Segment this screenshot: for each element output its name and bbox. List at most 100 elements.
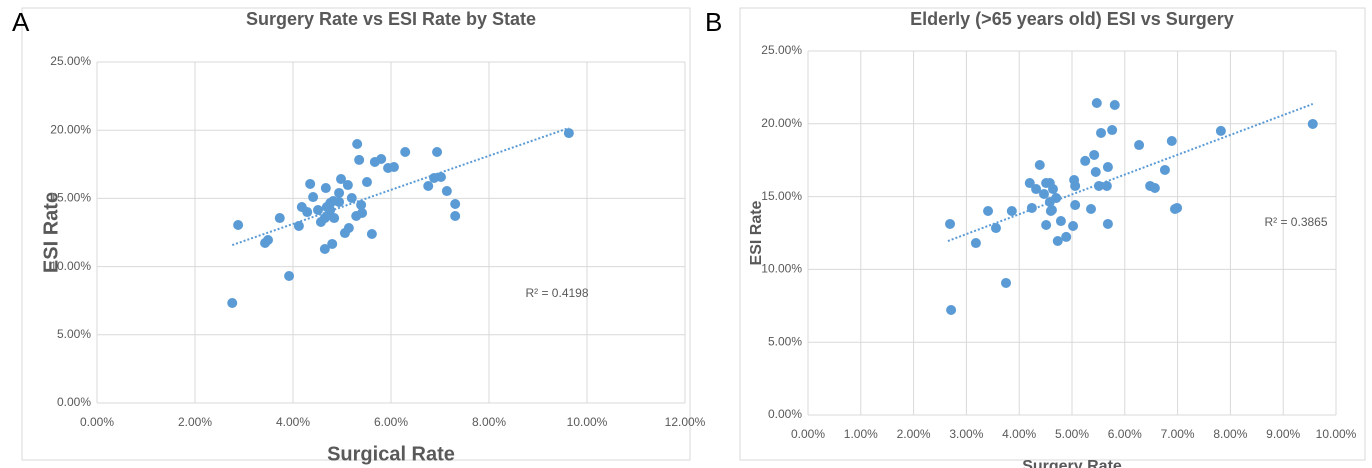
chart-border <box>739 7 1366 461</box>
point <box>1055 216 1066 227</box>
point <box>1134 140 1145 151</box>
x-tick-label: 6.00% <box>374 415 408 429</box>
x-axis-label: Surgery Rate <box>1022 458 1122 468</box>
point <box>423 180 434 191</box>
point <box>1046 204 1057 215</box>
point <box>1031 184 1042 195</box>
point <box>305 178 316 189</box>
point <box>361 177 372 188</box>
point <box>320 183 331 194</box>
point <box>563 128 574 139</box>
point <box>1172 202 1183 213</box>
point <box>1102 218 1113 229</box>
panel-label: B <box>705 7 722 37</box>
x-tick-label: 7.00% <box>1161 427 1195 441</box>
annotation: R² = 0.3865 <box>1264 215 1327 229</box>
x-tick-label: 8.00% <box>472 415 506 429</box>
x-tick-label: 10.00% <box>1316 427 1357 441</box>
point <box>334 196 345 207</box>
point <box>319 244 330 255</box>
point <box>946 305 957 316</box>
chart-title: Surgery Rate vs ESI Rate by State <box>246 9 536 29</box>
point <box>1149 183 1160 194</box>
point <box>1307 118 1318 129</box>
point <box>343 222 354 233</box>
point <box>1052 236 1063 247</box>
point <box>1109 100 1120 111</box>
point <box>312 204 323 215</box>
point <box>388 162 399 173</box>
y-tick-label: 25.00% <box>761 43 802 57</box>
point <box>1096 127 1107 138</box>
point <box>1091 97 1102 108</box>
trendline <box>947 103 1314 242</box>
x-tick-label: 9.00% <box>1266 427 1300 441</box>
point <box>1051 193 1062 204</box>
point <box>1090 166 1101 177</box>
point <box>1159 164 1170 175</box>
chart-title: Elderly (>65 years old) ESI vs Surgery <box>910 9 1234 29</box>
point <box>357 207 368 218</box>
point <box>293 220 304 231</box>
point <box>970 238 981 249</box>
y-tick-label: 0.00% <box>768 407 802 421</box>
point <box>400 147 411 158</box>
y-tick-label: 5.00% <box>768 334 802 348</box>
point <box>1102 162 1113 173</box>
point <box>990 223 1001 234</box>
point <box>1089 149 1100 160</box>
point <box>274 213 285 224</box>
point <box>336 174 347 185</box>
point <box>376 153 387 164</box>
point <box>435 171 446 182</box>
point <box>284 271 295 282</box>
point <box>1070 200 1081 211</box>
x-tick-label: 8.00% <box>1213 427 1247 441</box>
point <box>366 229 377 240</box>
point <box>450 198 461 209</box>
point <box>1047 184 1058 195</box>
point <box>945 218 956 229</box>
y-tick-label: 10.00% <box>761 262 802 276</box>
y-tick-label: 20.00% <box>50 122 91 136</box>
x-tick-label: 0.00% <box>791 427 825 441</box>
point <box>450 210 461 221</box>
point <box>1001 277 1011 288</box>
y-tick-label: 15.00% <box>50 191 91 205</box>
point <box>1068 221 1079 232</box>
point <box>1026 202 1037 213</box>
point <box>329 213 340 224</box>
point <box>334 187 345 198</box>
point <box>1080 155 1091 166</box>
point <box>1107 125 1118 136</box>
point <box>1039 188 1050 199</box>
annotation: R² = 0.4198 <box>525 286 588 300</box>
point <box>1061 231 1072 242</box>
panel-label: A <box>12 7 30 37</box>
x-tick-label: 12.00% <box>665 415 706 429</box>
point <box>1101 180 1112 191</box>
point <box>441 186 452 197</box>
point <box>1070 180 1081 191</box>
point <box>432 147 443 158</box>
point <box>227 298 238 309</box>
x-tick-label: 4.00% <box>1002 427 1036 441</box>
point <box>342 180 353 191</box>
x-tick-label: 4.00% <box>276 415 310 429</box>
x-tick-label: 2.00% <box>178 415 212 429</box>
x-tick-label: 6.00% <box>1108 427 1142 441</box>
y-axis-label: ESI Rate <box>40 192 62 273</box>
x-tick-label: 3.00% <box>949 427 983 441</box>
point <box>233 219 244 230</box>
x-axis-label: Surgical Rate <box>327 443 455 465</box>
point <box>983 206 994 217</box>
point <box>352 138 363 149</box>
y-tick-label: 15.00% <box>761 189 802 203</box>
point <box>354 154 365 165</box>
y-tick-label: 25.00% <box>50 54 91 68</box>
x-tick-label: 5.00% <box>1055 427 1089 441</box>
x-tick-label: 1.00% <box>844 427 878 441</box>
x-tick-label: 2.00% <box>897 427 931 441</box>
point <box>346 192 357 203</box>
